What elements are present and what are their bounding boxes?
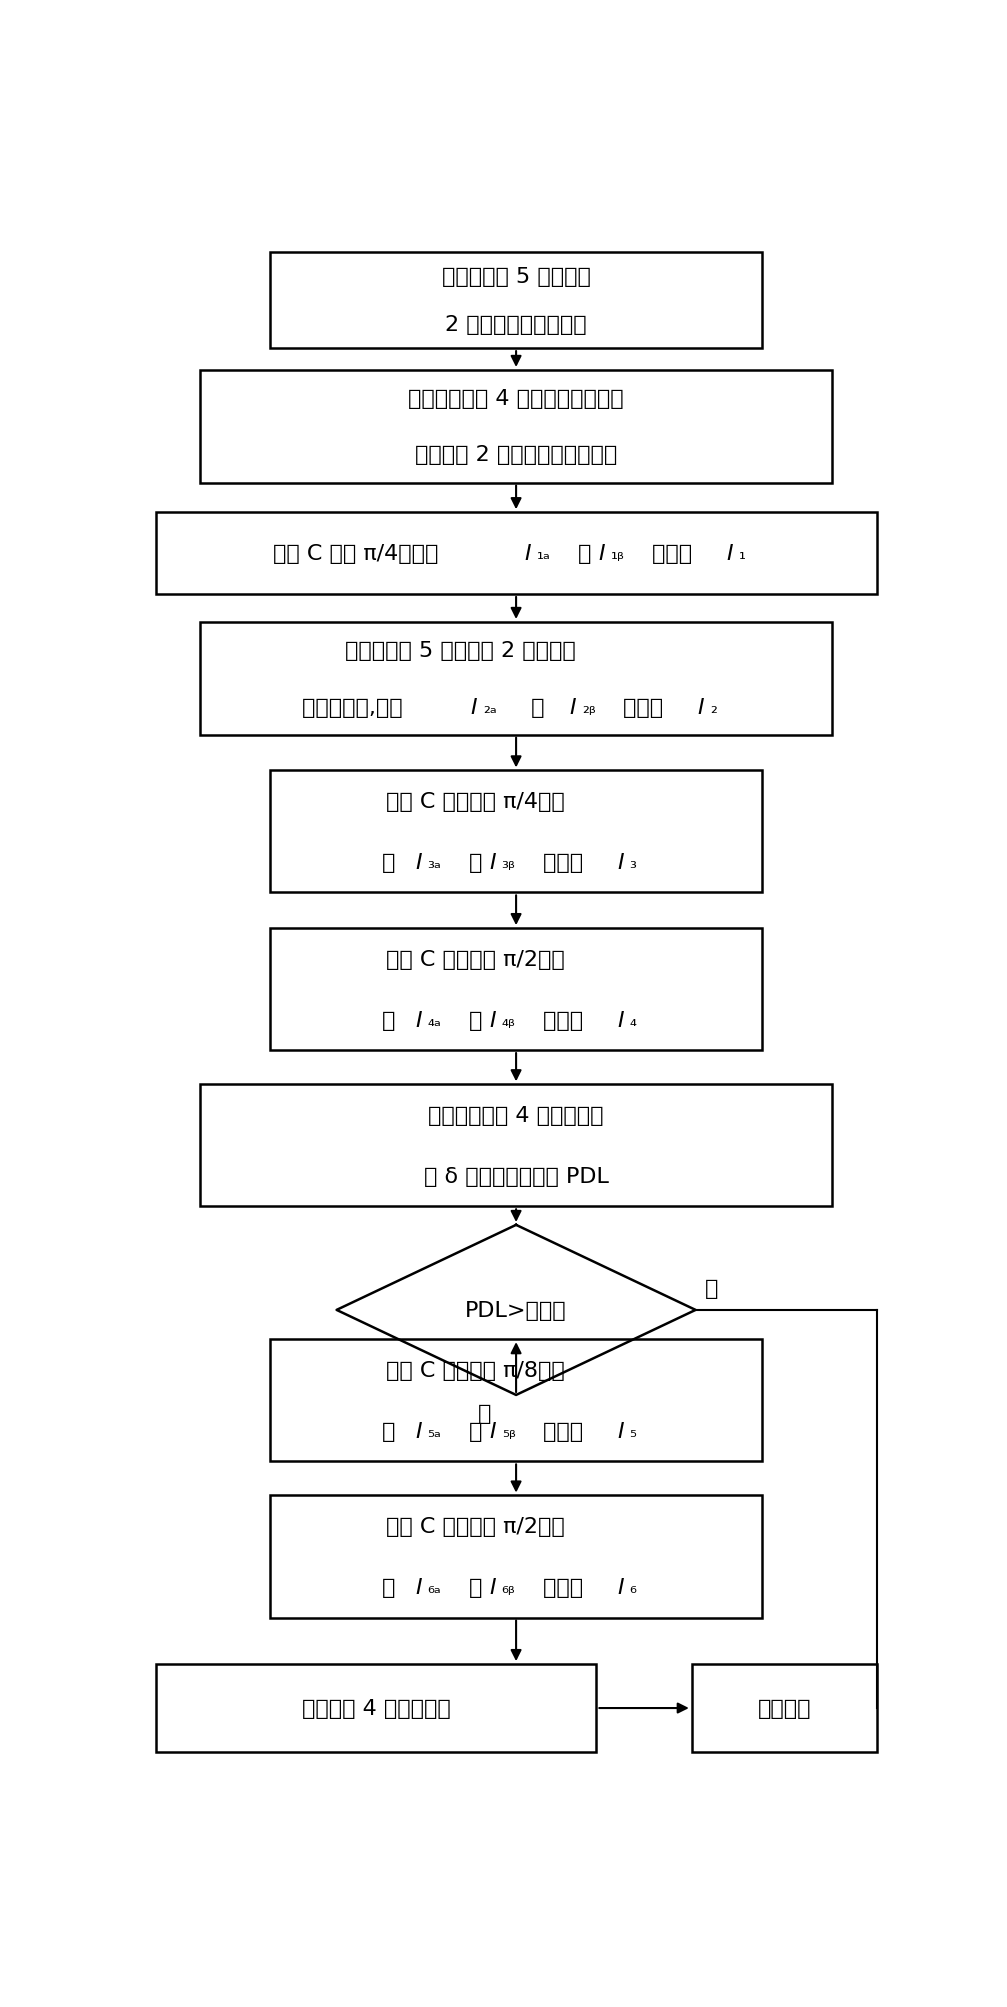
Text: ₁ₐ: ₁ₐ [537, 544, 551, 562]
Text: 调节待测器件 4 的光轴平行或垂直: 调节待测器件 4 的光轴平行或垂直 [408, 389, 624, 409]
Text: 、: 、 [468, 1578, 482, 1598]
Text: 、: 、 [578, 544, 591, 564]
Text: ₁: ₁ [739, 544, 746, 562]
Text: I: I [617, 1421, 623, 1441]
Text: 否: 否 [705, 1278, 718, 1299]
Text: I: I [525, 544, 531, 564]
Text: 、: 、 [468, 1421, 482, 1441]
Text: I: I [617, 853, 623, 873]
Text: I: I [698, 696, 704, 716]
Bar [155, 1664, 596, 1752]
Text: I: I [726, 544, 733, 564]
Text: ₆ₐ: ₆ₐ [427, 1578, 441, 1596]
Text: I: I [415, 1578, 422, 1598]
Text: ，计算: ，计算 [623, 696, 671, 716]
Text: 计算待测器件 4 的相位延迟: 计算待测器件 4 的相位延迟 [428, 1106, 604, 1126]
Text: I: I [617, 1578, 623, 1598]
Text: 量: 量 [382, 1421, 403, 1441]
Bar [200, 622, 832, 735]
Text: ₆: ₆ [629, 1578, 636, 1596]
Text: 结束操作: 结束操作 [757, 1698, 811, 1718]
Text: PDL>容限？: PDL>容限？ [465, 1301, 567, 1321]
Text: 调节检偏器 5 与起偏器: 调节检偏器 5 与起偏器 [442, 267, 590, 287]
Text: 判断器件 4 的快轴方向: 判断器件 4 的快轴方向 [302, 1698, 450, 1718]
Bar [270, 771, 762, 893]
Text: ₁ᵦ: ₁ᵦ [611, 544, 625, 562]
Text: ₄: ₄ [629, 1012, 636, 1030]
Text: ₂ₐ: ₂ₐ [483, 698, 496, 716]
Bar [200, 371, 832, 484]
Text: ₃: ₃ [629, 853, 636, 871]
Bar [270, 929, 762, 1050]
Text: ₄ₐ: ₄ₐ [427, 1012, 441, 1030]
Bar [270, 253, 762, 349]
Text: I: I [470, 696, 477, 716]
Text: I: I [570, 696, 576, 716]
Text: ₅: ₅ [629, 1423, 636, 1441]
Text: 调节检偏器 5 与起偏器 2 的偏振方: 调节检偏器 5 与起偏器 2 的偏振方 [345, 640, 576, 660]
Text: I: I [489, 1421, 495, 1441]
Text: 角度 C 同向变化 π/2，测: 角度 C 同向变化 π/2，测 [387, 1515, 565, 1535]
Text: I: I [415, 1421, 422, 1441]
Text: 量 δ 和偏振相关损耗 PDL: 量 δ 和偏振相关损耗 PDL [424, 1166, 608, 1186]
Text: 量: 量 [382, 853, 403, 873]
Text: 向相互平行,测量: 向相互平行,测量 [302, 696, 410, 716]
Text: 量: 量 [382, 1010, 403, 1030]
Text: ₂ᵦ: ₂ᵦ [582, 698, 596, 716]
Text: ，计算: ，计算 [543, 1421, 590, 1441]
Text: 和: 和 [525, 696, 552, 716]
Text: 量: 量 [382, 1578, 403, 1598]
Text: 2 的偏振方向相互垂直: 2 的偏振方向相互垂直 [445, 315, 587, 335]
Bar [200, 1084, 832, 1206]
Text: I: I [489, 1578, 495, 1598]
Bar [270, 1495, 762, 1618]
Text: 角度 C 变化 π/4，测量: 角度 C 变化 π/4，测量 [273, 544, 445, 564]
Text: I: I [415, 853, 422, 873]
Text: I: I [489, 1010, 495, 1030]
Text: 角度 C 同向变化 π/2，测: 角度 C 同向变化 π/2，测 [387, 949, 565, 969]
Text: ₂: ₂ [710, 698, 717, 716]
Text: ₅ₐ: ₅ₐ [427, 1423, 441, 1441]
Text: I: I [598, 544, 605, 564]
Bar [270, 1339, 762, 1461]
Text: I: I [617, 1010, 623, 1030]
Text: 是: 是 [478, 1403, 491, 1423]
Text: I: I [415, 1010, 422, 1030]
Bar [692, 1664, 877, 1752]
Text: I: I [489, 853, 495, 873]
Text: ₃ₐ: ₃ₐ [427, 853, 441, 871]
Text: ₆ᵦ: ₆ᵦ [501, 1578, 516, 1596]
Text: ₅ᵦ: ₅ᵦ [501, 1423, 516, 1441]
Text: ，计算: ，计算 [543, 1010, 590, 1030]
Text: ，计算: ，计算 [543, 1578, 590, 1598]
Text: 角度 C 同向变化 π/8，测: 角度 C 同向变化 π/8，测 [387, 1361, 565, 1381]
Text: ₃ᵦ: ₃ᵦ [501, 853, 516, 871]
Text: ，计算: ，计算 [653, 544, 700, 564]
Text: ₄ᵦ: ₄ᵦ [501, 1012, 516, 1030]
Text: 于起偏器 2 的偏振方向，并标记: 于起偏器 2 的偏振方向，并标记 [415, 446, 617, 466]
Text: 、: 、 [468, 1010, 482, 1030]
Text: 角度 C 同向变化 π/4，测: 角度 C 同向变化 π/4，测 [387, 791, 565, 811]
Bar [155, 514, 877, 594]
Text: ，计算: ，计算 [543, 853, 590, 873]
Text: 、: 、 [468, 853, 482, 873]
